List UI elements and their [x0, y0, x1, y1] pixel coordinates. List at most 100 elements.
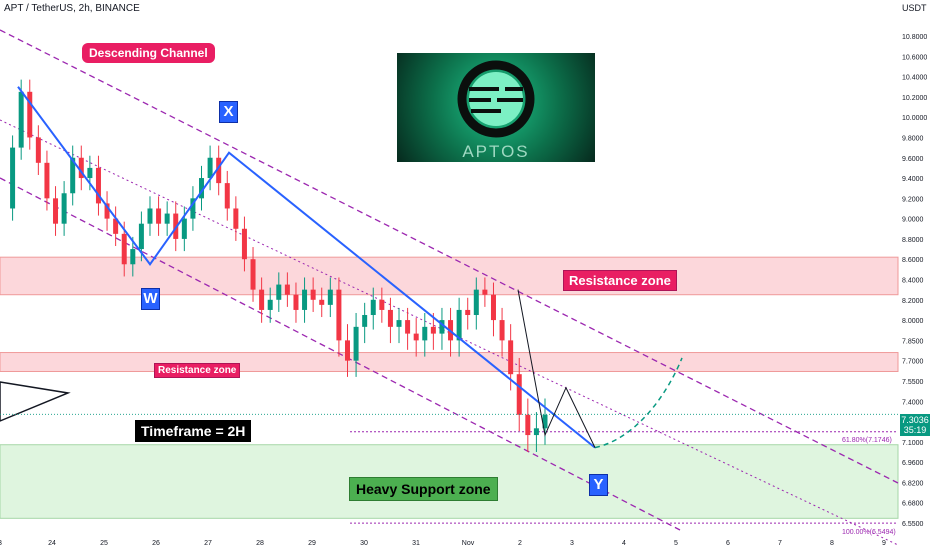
- candle-body-62: [533, 428, 539, 436]
- candle-body-57: [490, 294, 496, 321]
- candle-body-61: [525, 414, 531, 436]
- x-tick-label: 8: [830, 540, 834, 547]
- candle-body-3: [27, 91, 33, 138]
- candle-body-50: [430, 326, 436, 334]
- triangle-pattern: [0, 381, 71, 422]
- wxy-structure-line: [17, 86, 596, 449]
- x-tick-label: 24: [48, 540, 56, 547]
- y-tick-label: 10.0000: [902, 115, 927, 122]
- channel-upper-line: [0, 29, 899, 484]
- y-tick-label: 8.0000: [902, 318, 924, 325]
- candle-body-37: [319, 299, 325, 305]
- candle-body-7: [61, 193, 67, 224]
- bar-countdown: 35:19: [903, 425, 927, 435]
- x-tick-label: 29: [308, 540, 316, 547]
- candle-body-44: [379, 299, 385, 310]
- y-tick-label: 7.7000: [902, 359, 924, 366]
- candle-body-10: [87, 167, 93, 179]
- y-tick-label: 10.6000: [902, 54, 927, 61]
- candle-body-25: [216, 157, 222, 184]
- x-tick-label: 3: [570, 540, 574, 547]
- pivot-x-marker: X: [219, 101, 238, 123]
- candle-body-6: [53, 198, 59, 224]
- y-tick-label: 8.2000: [902, 298, 924, 305]
- candle-body-56: [482, 289, 488, 295]
- timeframe-label: Timeframe = 2H: [135, 420, 252, 442]
- y-tick-label: 8.8000: [902, 237, 924, 244]
- sub-wave-line: [517, 289, 596, 448]
- candle-body-39: [336, 289, 342, 341]
- candle-body-38: [327, 289, 333, 305]
- candle-body-26: [224, 183, 230, 209]
- candle-body-1: [10, 147, 16, 209]
- candle-body-17: [147, 208, 153, 224]
- candle-body-47: [405, 320, 411, 334]
- candle-body-46: [396, 320, 402, 327]
- x-tick-label: 30: [360, 540, 368, 547]
- candle-body-8: [70, 157, 76, 194]
- candle-body-4: [35, 137, 41, 163]
- pivot-y-marker: Y: [589, 474, 608, 496]
- candle-body-58: [499, 320, 505, 341]
- x-tick-label: 7: [778, 540, 782, 547]
- candle-body-42: [362, 315, 368, 327]
- candle-body-23: [199, 178, 205, 199]
- candle-body-41: [353, 326, 359, 361]
- candle-body-48: [413, 333, 419, 341]
- candle-body-12: [104, 203, 110, 219]
- candle-body-55: [473, 289, 479, 316]
- y-tick-label: 9.6000: [902, 156, 924, 163]
- resistance-zone-lower-label: Resistance zone: [154, 363, 241, 378]
- candle-body-28: [241, 228, 247, 260]
- y-tick-label: 6.5500: [902, 521, 924, 528]
- y-tick-label: 6.9600: [902, 460, 924, 467]
- candle-body-27: [233, 208, 239, 229]
- y-tick-label: 10.2000: [902, 95, 927, 102]
- candle-body-19: [164, 213, 170, 224]
- aptos-logo: APTOS: [397, 53, 595, 162]
- candle-body-59: [508, 340, 514, 375]
- candle-body-5: [44, 162, 50, 199]
- candle-body-22: [190, 198, 196, 219]
- candle-body-29: [250, 259, 256, 290]
- candle-body-31: [267, 299, 273, 310]
- x-tick-label: 2: [518, 540, 522, 547]
- x-tick-label: 6: [726, 540, 730, 547]
- candle-body-60: [516, 374, 522, 415]
- x-tick-label: 5: [674, 540, 678, 547]
- candle-body-32: [276, 284, 282, 300]
- candle-body-15: [130, 249, 136, 265]
- zone-band-1: [0, 352, 899, 372]
- pivot-w-marker: W: [141, 288, 160, 310]
- svg-text:APTOS: APTOS: [462, 142, 529, 161]
- currency-label: USDT: [902, 3, 927, 13]
- y-tick-label: 10.8000: [902, 34, 927, 41]
- candle-body-14: [121, 233, 127, 265]
- y-tick-label: 7.5500: [902, 379, 924, 386]
- x-tick-label: 3: [0, 540, 2, 547]
- candle-body-45: [387, 309, 393, 327]
- support-zone-label: Heavy Support zone: [349, 477, 498, 501]
- x-tick-label: 25: [100, 540, 108, 547]
- candle-body-34: [293, 294, 299, 310]
- x-tick-label: 27: [204, 540, 212, 547]
- candle-body-16: [138, 223, 144, 250]
- y-tick-label: 7.4000: [902, 399, 924, 406]
- resistance-zone-upper-label: Resistance zone: [563, 270, 677, 291]
- y-tick-label: 10.4000: [902, 75, 927, 82]
- x-tick-label: 28: [256, 540, 264, 547]
- current-price-value: 7.3036: [901, 415, 929, 425]
- candle-body-43: [370, 299, 376, 316]
- candle-body-2: [18, 91, 24, 148]
- x-tick-label: Nov: [462, 540, 475, 547]
- candle-body-21: [181, 218, 187, 239]
- x-tick-label: 31: [412, 540, 420, 547]
- y-tick-label: 8.6000: [902, 257, 924, 264]
- candle-body-35: [302, 289, 308, 310]
- candle-body-9: [78, 157, 84, 179]
- candle-body-33: [284, 284, 290, 295]
- y-tick-label: 7.1000: [902, 440, 924, 447]
- y-tick-label: 6.6800: [902, 501, 924, 508]
- fib-100-label: 100.00%(6.5494): [842, 529, 896, 536]
- y-tick-label: 8.4000: [902, 278, 924, 285]
